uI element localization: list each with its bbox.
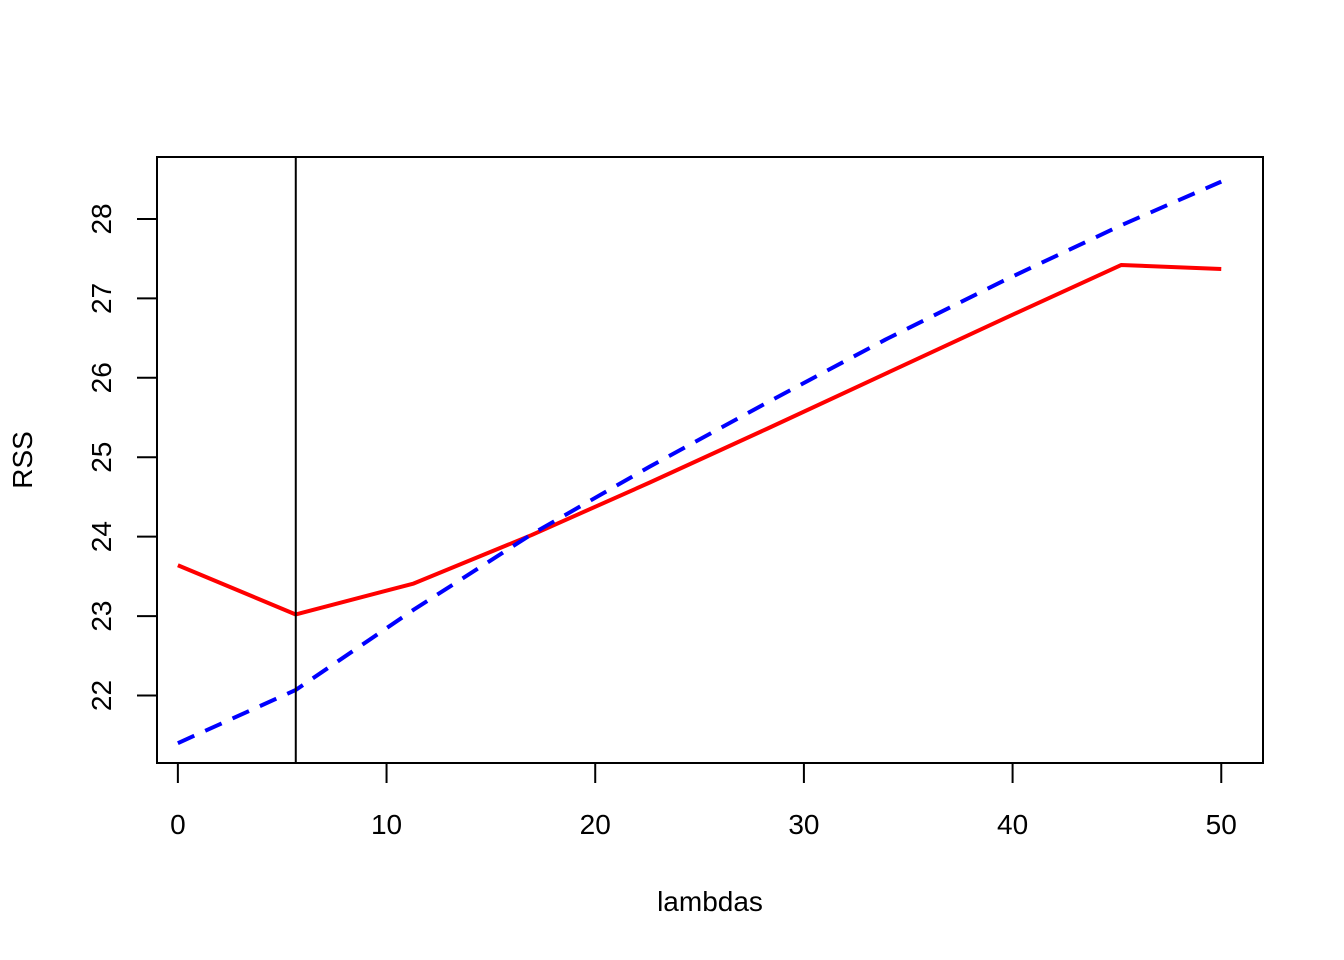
series-line-dashed <box>177 179 1223 745</box>
x-tick-label: 20 <box>580 809 611 840</box>
y-tick-label: 28 <box>86 203 117 234</box>
series-layer <box>177 179 1223 745</box>
x-axis: 0 10 20 30 40 50 <box>170 762 1237 840</box>
y-tick-label: 23 <box>86 600 117 631</box>
x-tick-label: 40 <box>997 809 1028 840</box>
x-tick-label: 30 <box>788 809 819 840</box>
x-axis-title: lambdas <box>657 886 763 917</box>
x-tick-label: 10 <box>371 809 402 840</box>
y-tick-label: 25 <box>86 442 117 473</box>
series-line-solid <box>177 263 1222 617</box>
y-tick-label: 22 <box>86 680 117 711</box>
y-tick-label: 24 <box>86 521 117 552</box>
x-tick-label: 0 <box>170 809 186 840</box>
y-axis-title: RSS <box>7 431 38 489</box>
y-tick-label: 27 <box>86 283 117 314</box>
y-axis: 22 23 24 25 26 27 28 <box>86 203 158 711</box>
y-tick-label: 26 <box>86 362 117 393</box>
x-tick-label: 50 <box>1206 809 1237 840</box>
